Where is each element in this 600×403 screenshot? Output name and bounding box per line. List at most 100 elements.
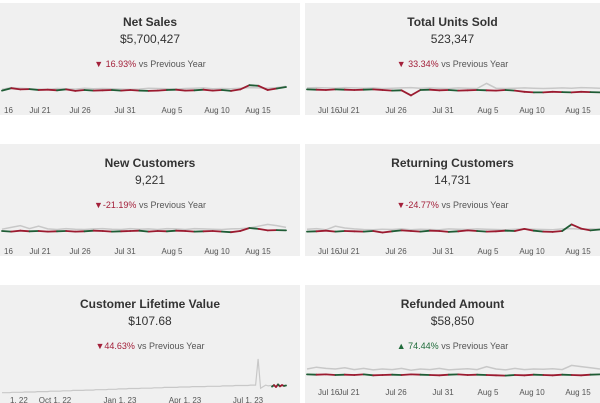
new-customers-current-year-segment bbox=[138, 229, 150, 233]
refunded-amount-x-tick-label: Aug 5 bbox=[478, 388, 499, 397]
total-units-sold-current-year-segment bbox=[447, 89, 460, 92]
net-sales-current-year-segment bbox=[193, 88, 205, 92]
total-units-sold-title: Total Units Sold bbox=[407, 15, 498, 29]
total-units-sold-current-year-segment bbox=[513, 89, 526, 93]
net-sales-x-tick-label: Jul 21 bbox=[29, 106, 51, 115]
refunded-amount-title: Refunded Amount bbox=[400, 297, 505, 311]
total-units-sold-current-year-segment bbox=[429, 88, 441, 92]
refunded-amount-x-tick-label: Jul 16 bbox=[318, 388, 340, 397]
new-customers-current-year-segment bbox=[257, 227, 269, 232]
net-sales-current-year-segment bbox=[175, 88, 187, 92]
new-customers-current-year-segment bbox=[19, 229, 31, 233]
net-sales-current-year-segment bbox=[74, 89, 86, 92]
new-customers-previous-year-line bbox=[1, 223, 287, 231]
net-sales-current-year-segment bbox=[111, 89, 122, 92]
total-units-sold-current-year-segment bbox=[570, 90, 583, 94]
new-customers-title: New Customers bbox=[104, 156, 196, 170]
customer-lifetime-value-previous-year-line bbox=[2, 358, 287, 394]
total-units-sold-current-year-segment bbox=[372, 88, 384, 91]
returning-customers-current-year-segment bbox=[466, 229, 479, 232]
new-customers-current-year-segment bbox=[37, 230, 49, 233]
customer-lifetime-value-x-tick-label: Jan 1, 23 bbox=[104, 396, 137, 403]
total-units-sold-x-tick-label: Jul 31 bbox=[432, 106, 454, 115]
refunded-amount-current-year-segment bbox=[523, 373, 535, 377]
total-units-sold-x-tick-label: Aug 10 bbox=[519, 106, 545, 115]
total-units-sold-x-tick-label: Jul 26 bbox=[385, 106, 407, 115]
refunded-amount-comparison-label: vs Previous Year bbox=[441, 341, 509, 351]
returning-customers-current-year-segment bbox=[523, 227, 535, 232]
returning-customers-change-percent: -24.77% bbox=[405, 200, 439, 210]
returning-customers-kpi-value: 14,731 bbox=[434, 173, 471, 187]
total-units-sold-x-tick-label: Aug 15 bbox=[565, 106, 591, 115]
customer-lifetime-value-change: ▼44.63% vs Previous Year bbox=[0, 341, 300, 351]
new-customers-current-year-segment bbox=[10, 229, 22, 233]
refunded-amount-x-tick-label: Jul 21 bbox=[338, 388, 360, 397]
returning-customers-current-year-segment bbox=[561, 223, 573, 232]
returning-customers-current-year-segment bbox=[589, 228, 600, 232]
new-customers-current-year-segment bbox=[1, 230, 13, 233]
new-customers-change-percent: -21.19% bbox=[102, 200, 137, 210]
returning-customers-current-year-segment bbox=[372, 230, 384, 234]
returning-customers-current-year-segment bbox=[362, 230, 375, 233]
total-units-sold-change: ▼ 33.34% vs Previous Year bbox=[305, 59, 600, 69]
returning-customers-previous-year-line bbox=[306, 225, 600, 231]
new-customers-x-tick-label: Aug 10 bbox=[204, 247, 230, 256]
new-customers-sparkline: 16 Jul 21 Jul 26 Jul 31 Aug 5 Aug 10 Aug 15 bbox=[1, 223, 287, 256]
net-sales-x-tick-label: 16 bbox=[4, 106, 13, 115]
net-sales-current-year-segment bbox=[230, 88, 242, 92]
refunded-amount-current-year-segment bbox=[504, 374, 516, 377]
new-customers-current-year-segment bbox=[65, 230, 77, 233]
returning-customers-x-tick-label: Jul 31 bbox=[432, 247, 454, 256]
customer-lifetime-value-x-tick-label: Apr 1, 23 bbox=[169, 396, 202, 403]
returning-customers-card: Returning Customers 14,731 ▼-24.77% vs Pre… bbox=[305, 144, 600, 256]
net-sales-kpi-value: $5,700,427 bbox=[119, 32, 181, 46]
refunded-amount-current-year-segment bbox=[353, 373, 365, 376]
net-sales-current-year-segment bbox=[257, 84, 269, 91]
new-customers-x-tick-label: Jul 31 bbox=[114, 247, 136, 256]
net-sales-current-year-segment bbox=[1, 87, 13, 92]
net-sales-current-year-segment bbox=[56, 88, 67, 92]
triangle-down-icon: ▼ bbox=[396, 200, 406, 210]
triangle-down-icon: ▼ bbox=[93, 200, 103, 210]
new-customers-current-year-segment bbox=[83, 229, 95, 233]
new-customers-current-year-segment bbox=[101, 230, 113, 233]
new-customers-comparison-label: vs Previous Year bbox=[138, 200, 206, 210]
new-customers-current-year-segment bbox=[220, 230, 232, 234]
returning-customers-x-tick-label: Aug 15 bbox=[565, 247, 591, 256]
refunded-amount-current-year-segment bbox=[362, 373, 375, 377]
customer-lifetime-value-comparison-label: vs Previous Year bbox=[137, 341, 205, 351]
returning-customers-current-year-segment bbox=[400, 229, 412, 232]
customer-lifetime-value-card: Customer Lifetime Value $107.68 ▼44.63% vs… bbox=[0, 285, 300, 403]
total-units-sold-x-tick-label: Aug 5 bbox=[478, 106, 499, 115]
triangle-down-icon: ▼ bbox=[396, 59, 406, 69]
refunded-amount-card: Refunded Amount $58,850 ▲ 74.44% vs Previo… bbox=[305, 285, 600, 403]
customer-lifetime-value-kpi-value: $107.68 bbox=[128, 314, 172, 328]
total-units-sold-change-percent: 33.34% bbox=[405, 59, 439, 69]
new-customers-x-tick-label: 16 bbox=[4, 247, 13, 256]
new-customers-card: New Customers 9,221 ▼-21.19% vs Previous Y… bbox=[0, 144, 300, 256]
net-sales-card: Net Sales $5,700,427 ▼ 16.93% vs Previous … bbox=[0, 3, 300, 115]
total-units-sold-current-year-segment bbox=[542, 90, 554, 94]
new-customers-kpi-value: 9,221 bbox=[134, 173, 166, 187]
net-sales-x-tick-label: Jul 31 bbox=[114, 106, 136, 115]
new-customers-current-year-segment bbox=[248, 227, 260, 230]
net-sales-sparkline: 16 Jul 21 Jul 26 Jul 31 Aug 5 Aug 10 Aug 15 bbox=[1, 84, 287, 115]
net-sales-current-year-segment bbox=[211, 89, 223, 92]
total-units-sold-current-year-segment bbox=[504, 89, 516, 92]
net-sales-x-tick-label: Aug 15 bbox=[245, 106, 271, 115]
net-sales-current-year-segment bbox=[120, 89, 132, 92]
returning-customers-x-tick-label: Jul 21 bbox=[338, 247, 360, 256]
customer-lifetime-value-change-percent: 44.63% bbox=[104, 341, 135, 351]
returning-customers-current-year-segment bbox=[570, 223, 583, 230]
customer-lifetime-value-x-tick-label: Oct 1, 22 bbox=[39, 396, 72, 403]
returning-customers-current-year-segment bbox=[334, 230, 346, 233]
net-sales-current-year-segment bbox=[83, 89, 95, 92]
refunded-amount-x-tick-label: Jul 26 bbox=[385, 388, 407, 397]
new-customers-current-year-segment bbox=[211, 230, 223, 233]
net-sales-current-year-segment bbox=[275, 86, 287, 90]
net-sales-current-year-segment bbox=[239, 84, 251, 91]
net-sales-x-tick-label: Jul 26 bbox=[69, 106, 91, 115]
customer-lifetime-value-x-tick-label: 1, 22 bbox=[10, 396, 28, 403]
